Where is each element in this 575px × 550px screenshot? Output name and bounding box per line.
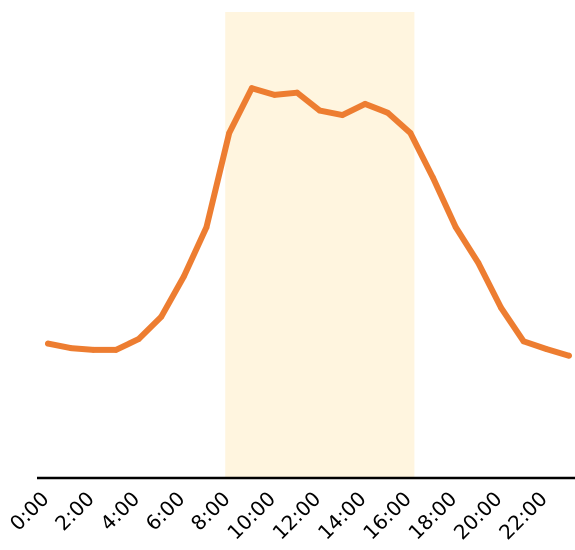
- x-tick-label: 14:00: [313, 487, 371, 545]
- data-point: [362, 100, 369, 107]
- data-point: [112, 346, 119, 353]
- data-point: [384, 109, 391, 116]
- x-tick-label: 20:00: [449, 487, 507, 545]
- data-point: [339, 112, 346, 119]
- series-line: [45, 85, 572, 359]
- data-point: [203, 224, 210, 231]
- data-point: [226, 129, 233, 136]
- x-tick-label: 12:00: [268, 487, 326, 545]
- data-point: [248, 85, 255, 92]
- x-tick-label: 0:00: [5, 487, 54, 536]
- data-point: [294, 89, 301, 96]
- data-point: [135, 336, 142, 343]
- data-point: [180, 273, 187, 280]
- data-point: [565, 352, 572, 359]
- x-tick-label: 18:00: [404, 487, 462, 545]
- data-point: [271, 91, 278, 98]
- data-point: [543, 345, 550, 352]
- x-tick-label: 22:00: [494, 487, 552, 545]
- data-point: [45, 340, 51, 347]
- data-point: [430, 174, 437, 181]
- x-tick-label: 4:00: [95, 487, 144, 536]
- data-point: [407, 129, 414, 136]
- x-tick-label: 6:00: [141, 487, 190, 536]
- data-point: [452, 224, 459, 231]
- data-point: [520, 338, 527, 345]
- data-point: [498, 304, 504, 311]
- x-tick-labels: 0:002:004:006:008:0010:0012:0014:0016:00…: [5, 487, 552, 545]
- data-point: [90, 346, 97, 353]
- x-tick-label: 10:00: [222, 487, 280, 545]
- data-point: [316, 107, 323, 114]
- data-point: [158, 313, 165, 320]
- highlight-band: [225, 12, 415, 478]
- data-point: [67, 345, 74, 352]
- x-tick-label: 16:00: [358, 487, 416, 545]
- data-point: [475, 259, 482, 266]
- x-tick-label: 2:00: [50, 487, 99, 536]
